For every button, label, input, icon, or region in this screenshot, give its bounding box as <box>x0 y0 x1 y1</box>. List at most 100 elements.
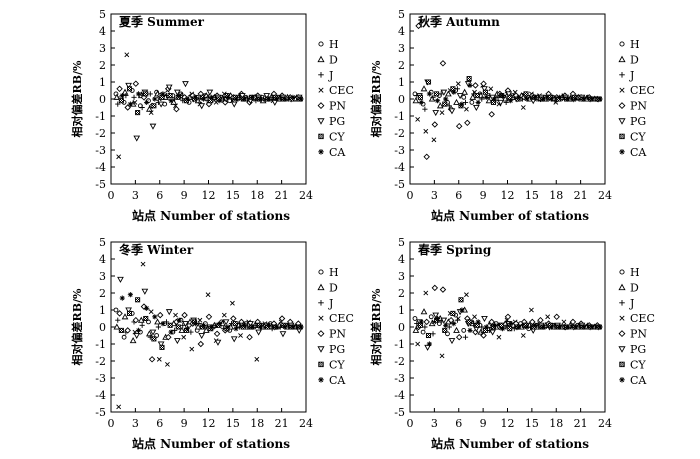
point-d <box>420 308 428 315</box>
point-cy <box>450 86 456 92</box>
point-cy <box>482 89 488 95</box>
point-pn <box>205 313 213 321</box>
point-d <box>113 323 121 330</box>
legend-item: D <box>618 53 639 66</box>
point-j <box>454 317 460 323</box>
point-pn <box>455 122 463 130</box>
point-pg <box>133 135 141 142</box>
point-ca <box>265 322 272 328</box>
point-ca <box>233 326 239 332</box>
y-tick-label: -3 <box>394 144 405 157</box>
point-cy <box>167 93 173 99</box>
y-tick-label: -5 <box>394 178 405 191</box>
point-ca <box>540 324 546 330</box>
point-cec <box>529 307 534 313</box>
point-ca <box>532 322 538 328</box>
point-d <box>121 88 129 95</box>
point-ca <box>241 96 247 102</box>
x-tick-label: 6 <box>455 189 462 202</box>
y-tick-label: -2 <box>95 127 106 140</box>
legend-item: D <box>317 281 338 294</box>
point-cec <box>439 110 445 115</box>
legend-label: PG <box>329 115 345 128</box>
point-cec <box>439 353 445 359</box>
point-cec <box>124 248 130 253</box>
point-ca <box>168 329 174 335</box>
legend-marker-pg <box>317 118 325 125</box>
point-cec <box>181 334 187 340</box>
point-pg <box>432 110 440 117</box>
point-cy <box>425 332 432 339</box>
point-ca <box>144 305 150 311</box>
point-ca <box>434 98 441 104</box>
point-d <box>453 326 460 333</box>
point-h <box>420 329 426 335</box>
point-ca <box>168 98 174 104</box>
point-ca <box>209 324 215 330</box>
legend-label: J <box>629 297 634 310</box>
y-tick-label: 4 <box>398 25 405 38</box>
point-ca <box>290 94 296 100</box>
x-tick-label: 18 <box>250 417 264 430</box>
point-j <box>139 104 145 111</box>
point-pn <box>439 60 447 67</box>
y-tick-label: 2 <box>398 59 405 72</box>
legend-label: CA <box>329 146 346 159</box>
point-ca <box>564 96 571 102</box>
legend-marker-cec <box>318 87 324 93</box>
legend-marker-pg <box>317 346 325 353</box>
point-cy <box>126 310 133 316</box>
data-points <box>412 22 603 161</box>
legend-item: PG <box>618 343 646 356</box>
point-pg <box>157 101 165 108</box>
x-tick-label: 24 <box>598 417 612 430</box>
point-pn <box>124 104 131 111</box>
y-tick-label: 5 <box>99 236 106 249</box>
point-cec <box>189 346 195 352</box>
chart-title: 冬季 Winter <box>119 242 194 257</box>
point-cec <box>124 52 130 58</box>
point-cy <box>450 310 456 316</box>
point-pn <box>431 121 439 128</box>
legend-marker-cy <box>318 133 324 140</box>
point-cec <box>415 341 421 347</box>
x-tick-label: 15 <box>525 417 539 430</box>
x-tick-label: 18 <box>549 417 563 430</box>
point-cec <box>148 110 154 115</box>
point-ca <box>152 314 158 320</box>
point-cec <box>205 292 211 298</box>
point-ca <box>581 96 587 102</box>
y-tick-label: -5 <box>95 406 106 419</box>
legend-label: CEC <box>630 84 655 97</box>
legend-label: CY <box>329 130 345 143</box>
point-d <box>202 326 210 333</box>
point-pg <box>230 101 238 108</box>
y-tick-label: 4 <box>99 253 106 266</box>
legend-marker-cy <box>619 361 625 368</box>
legend-item: H <box>318 266 339 279</box>
legend-item: H <box>318 38 339 51</box>
y-tick-label: 3 <box>99 270 106 283</box>
point-pg <box>157 341 165 348</box>
legend-item: J <box>619 69 634 82</box>
legend-item: D <box>618 281 639 294</box>
point-cy <box>507 94 513 100</box>
point-pn <box>464 119 471 127</box>
x-tick-label: 15 <box>525 189 539 202</box>
point-d <box>178 326 186 333</box>
y-tick-label: 1 <box>398 76 405 89</box>
point-pn <box>116 85 123 93</box>
point-cy <box>442 327 448 333</box>
x-axis: 0 3 6 9 12 15 18 21 24 <box>407 180 612 202</box>
point-h <box>121 334 127 340</box>
point-pn <box>181 311 188 319</box>
y-tick-label: 0 <box>398 93 405 106</box>
point-cy <box>175 324 181 330</box>
point-d <box>485 97 493 104</box>
point-ca <box>233 96 239 102</box>
legend-marker-pg <box>618 346 626 353</box>
point-cec <box>197 317 203 323</box>
legend-label: CY <box>630 358 646 371</box>
legend-item: PN <box>618 100 647 113</box>
point-d <box>137 316 145 323</box>
